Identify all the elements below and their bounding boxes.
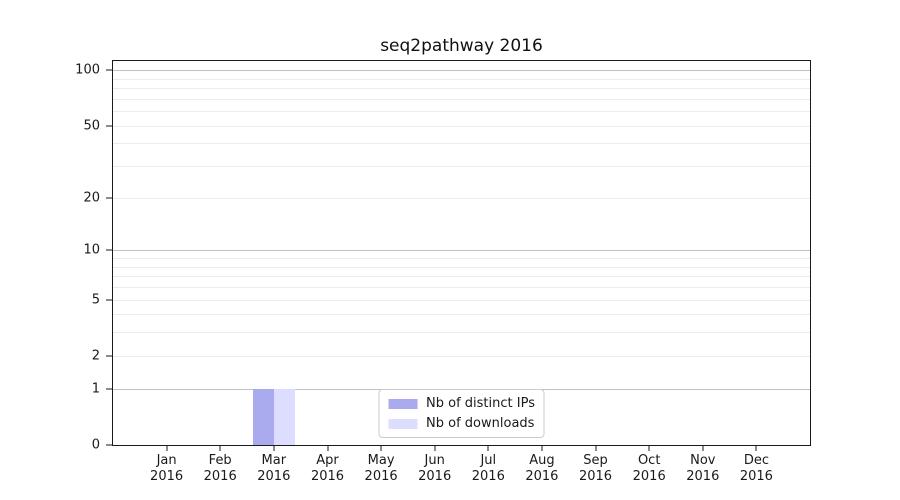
y-tick-label: 2 [91,348,100,364]
x-tick-label-year: 2016 [632,469,666,484]
x-tick-label: Aug 2016 [525,453,558,485]
bar-downloads [273,388,295,445]
x-tick-mark [541,446,543,451]
y-tick-label: 10 [83,242,100,258]
y-tick-mark [106,197,112,199]
x-tick-label: Jul 2016 [472,453,505,485]
legend-label-distinct-ips: Nb of distinct IPs [426,396,535,411]
minor-gridline [113,314,810,316]
x-tick-label-month: Apr [316,453,339,468]
legend-item-distinct-ips: Nb of distinct IPs [388,396,535,411]
x-tick-mark [380,446,382,451]
y-tick-mark [106,125,112,127]
x-tick-label-year: 2016 [739,469,773,484]
x-tick-label-year: 2016 [310,469,345,484]
x-tick-mark [327,446,328,451]
x-tick-label-month: Jul [480,453,497,468]
major-gridline [113,70,810,72]
x-tick-label-month: Feb [208,453,232,468]
x-tick-label: Dec 2016 [740,453,773,485]
x-tick-label-month: Mar [261,453,287,468]
x-tick-label: Jan 2016 [150,453,183,485]
minor-gridline [113,111,810,113]
minor-gridline [113,143,810,145]
x-tick-label-year: 2016 [578,469,613,484]
x-tick-mark [755,446,757,451]
x-tick-label: Jun 2016 [418,453,451,485]
x-tick-mark [487,446,489,451]
x-tick-label-month: Dec [743,453,769,468]
x-tick-label: Mar 2016 [257,453,290,485]
minor-gridline [113,258,810,259]
x-tick-label: May 2016 [365,453,398,485]
x-tick-label: Feb 2016 [204,453,237,485]
x-tick-label: Oct 2016 [633,453,666,485]
x-tick-mark [434,446,436,451]
x-tick-mark [273,446,275,451]
y-tick-label: 5 [91,292,100,307]
x-tick-label-month: Aug [529,453,555,468]
x-tick-label-month: May [367,453,395,468]
x-tick-mark [166,446,168,451]
minor-gridline [113,78,810,80]
plot-area: Nb of distinct IPs Nb of downloads [112,60,811,446]
x-tick-label-year: 2016 [257,469,291,484]
y-tick-label: 1 [91,381,100,397]
legend-label-downloads: Nb of downloads [426,416,535,431]
x-tick-label-year: 2016 [471,469,505,484]
x-tick-label-year: 2016 [150,469,184,484]
legend-item-downloads: Nb of downloads [388,416,535,431]
y-tick-mark [106,388,112,390]
x-tick-label-month: Nov [690,453,716,468]
legend: Nb of distinct IPs Nb of downloads [378,389,545,438]
y-tick-mark [106,249,112,251]
x-tick-label-month: Jan [156,453,177,468]
minor-gridline [113,266,810,268]
y-axis: 100 50 20 10 5 2 1 0 [0,61,112,453]
y-tick-mark [106,444,112,446]
y-tick-label: 100 [75,62,100,78]
x-tick-mark [648,446,650,451]
minor-gridline [113,197,810,199]
minor-gridline [113,125,810,127]
minor-gridline [113,98,810,100]
x-tick-label-month: Oct [637,453,661,468]
x-tick-label-month: Jun [424,453,445,468]
x-tick-mark [219,446,221,451]
minor-gridline [113,166,810,168]
minor-gridline [113,276,810,278]
y-tick-label: 0 [91,437,100,453]
x-tick-label-year: 2016 [203,469,237,484]
x-tick-mark [595,446,596,451]
y-tick-mark [106,299,112,300]
x-tick-label-year: 2016 [418,469,452,484]
minor-gridline [113,299,810,301]
y-tick-mark [106,355,112,357]
x-tick-label-year: 2016 [525,469,559,484]
minor-gridline [113,88,810,89]
x-tick-label-year: 2016 [686,469,720,484]
x-tick-label-year: 2016 [364,469,398,484]
x-tick-label: Apr 2016 [311,453,344,485]
y-tick-label: 50 [83,118,100,134]
x-tick-label: Nov 2016 [686,453,719,485]
x-tick-mark [702,446,704,451]
legend-swatch-downloads-icon [388,418,418,429]
x-tick-label: Sep 2016 [579,453,612,485]
bar-distinct-ips [252,388,274,445]
minor-gridline [113,355,810,357]
minor-gridline [113,332,810,334]
major-gridline [113,250,810,252]
x-tick-label-month: Sep [583,453,608,468]
x-axis: Jan 2016 Feb 2016 Mar 2016 Apr 2016 May 2016 Jun 20… [113,446,810,496]
chart-title: seq2pathway 2016 [380,36,543,56]
minor-gridline [113,286,810,288]
y-tick-mark [106,69,112,71]
y-tick-label: 20 [83,190,100,206]
legend-swatch-distinct-ips-icon [388,398,418,409]
